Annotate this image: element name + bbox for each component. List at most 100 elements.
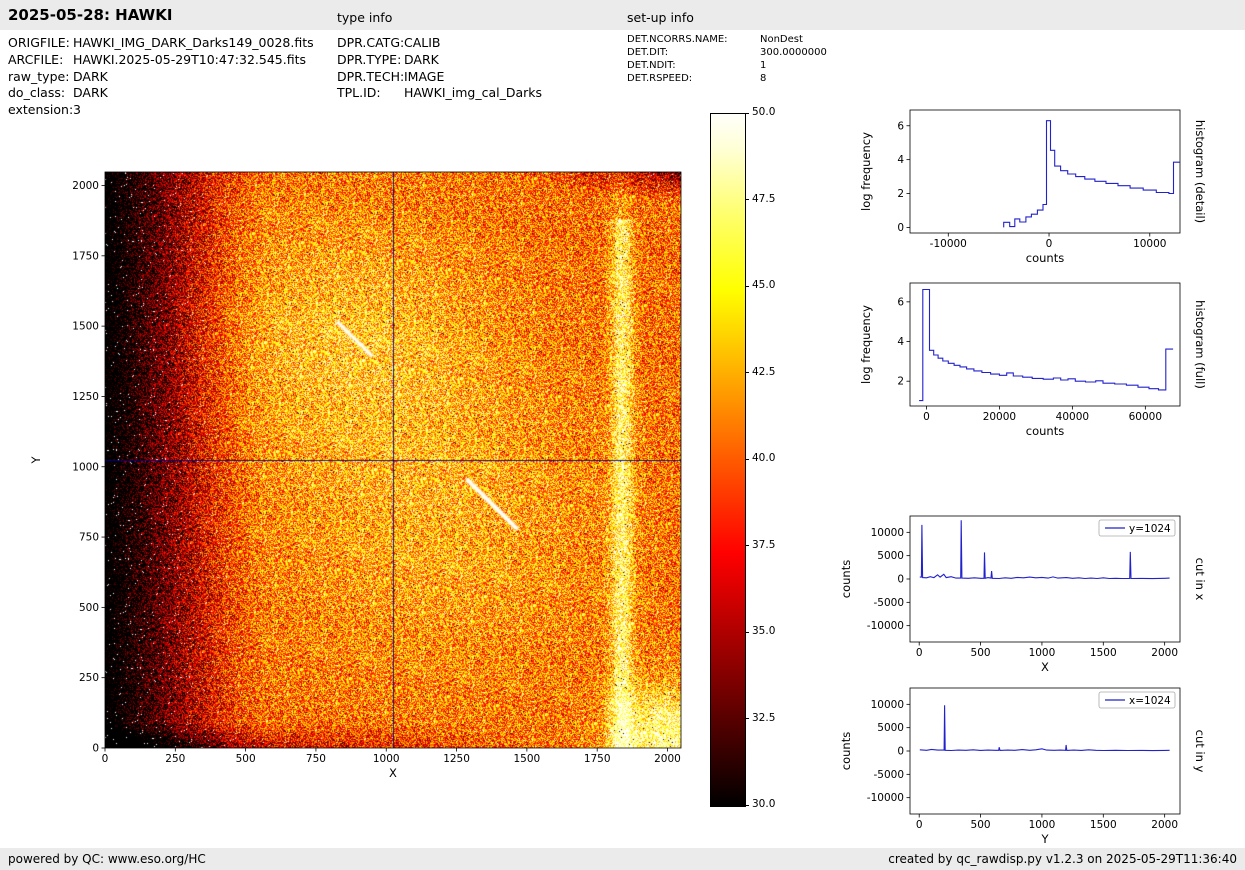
y-tick-label: 500 [79, 602, 99, 614]
colorbar-tick-label: 37.5 [752, 538, 776, 551]
x-tick-label: 1250 [443, 753, 470, 765]
legend-label: x=1024 [1129, 695, 1171, 707]
colorbar-tick [745, 372, 749, 373]
x-axis-label: counts [1026, 424, 1064, 438]
colorbar-tick [745, 199, 749, 200]
info-row: DET.NDIT: 1 [627, 59, 827, 72]
axes-frame [909, 687, 1181, 815]
x-axis-label: X [1041, 660, 1049, 674]
y-tick-label: 5000 [877, 550, 904, 562]
x-tick-label: 10000 [1133, 238, 1166, 250]
x-tick-label: 1000 [1029, 647, 1056, 659]
info-row: DPR.TECH: IMAGE [337, 69, 542, 86]
info-row: DET.DIT: 300.0000000 [627, 46, 827, 59]
colorbar-tick-label: 42.5 [752, 365, 776, 378]
info-value: 8 [760, 73, 767, 84]
y-tick-label: 6 [897, 296, 904, 308]
x-tick-label: 0 [1046, 238, 1053, 250]
colorbar-tick [745, 718, 749, 719]
colorbar-tick-label: 32.5 [752, 711, 776, 724]
colorbar-tick [745, 804, 749, 806]
x-tick-label: -10000 [930, 238, 967, 250]
info-row: do_class: DARK [8, 85, 314, 102]
info-value: CALIB [404, 35, 441, 50]
right-axis-label: histogram (full) [1193, 300, 1207, 389]
data-line [919, 288, 1174, 402]
cut-in-x-plot: 0 500 1000 1500 2000 -10000 -5000 0 5000 10000 Xco… [839, 515, 1207, 674]
y-tick-label: 1250 [72, 391, 99, 403]
info-label: DPR.CATG: [337, 35, 405, 50]
y-tick-label: 5000 [877, 722, 904, 734]
info-value: NonDest [760, 34, 803, 45]
y-tick-label: 10000 [871, 699, 904, 711]
x-tick-label: 2000 [654, 753, 681, 765]
x-axis-label: X [389, 766, 397, 780]
header-bar: 2025-05-28: HAWKI type info set-up info [0, 0, 1245, 30]
info-label: do_class: [8, 85, 66, 101]
right-axis-label: histogram (detail) [1193, 120, 1207, 223]
info-row: DPR.TYPE: DARK [337, 52, 542, 69]
info-value: DARK [73, 85, 108, 101]
x-tick-label: 750 [306, 753, 326, 765]
x-tick-label: 0 [916, 647, 923, 659]
x-axis-label: Y [1040, 832, 1049, 846]
info-value: 1 [760, 60, 767, 71]
dark-frame-image [105, 172, 681, 748]
info-label: extension: [8, 102, 74, 118]
x-tick-label: 1000 [1029, 819, 1056, 831]
info-label: DET.DIT: [627, 47, 669, 58]
legend-box [1098, 691, 1176, 709]
x-tick-label: 1750 [584, 753, 611, 765]
axes-frame [909, 282, 1181, 407]
info-label: raw_type: [8, 68, 70, 84]
y-tick-label: -10000 [867, 792, 904, 804]
info-value: HAWKI.2025-05-29T10:47:32.545.fits [73, 51, 306, 67]
info-label: DPR.TECH: [337, 68, 405, 84]
y-tick-label: 750 [79, 532, 99, 544]
y-tick-label: -5000 [873, 597, 904, 609]
y-tick-label: 0 [897, 222, 904, 234]
info-value: IMAGE [404, 68, 445, 84]
histogram-full-plot: 0 20000 40000 60000 2 4 6 counts log frequency hi… [859, 282, 1207, 438]
x-tick-label: 60000 [1129, 411, 1162, 423]
colorbar-tick-label: 40.0 [752, 452, 776, 464]
info-label: TPL.ID: [337, 85, 381, 101]
page-title: 2025-05-28: HAWKI [8, 6, 173, 24]
info-value: DARK [404, 51, 439, 67]
setup-info-heading: set-up info [627, 10, 694, 25]
info-row: DET.RSPEED: 8 [627, 72, 827, 85]
y-tick-label: 1750 [72, 250, 99, 262]
y-tick-label: 2 [897, 376, 904, 388]
colorbar-tick [745, 545, 749, 546]
file-info-column: ORIGFILE: HAWKI_IMG_DARK_Darks149_0028.fi… [8, 35, 314, 119]
info-label: DPR.TYPE: [337, 51, 402, 67]
info-row: TPL.ID: HAWKI_img_cal_Darks [337, 85, 542, 102]
x-tick-label: 40000 [1056, 411, 1089, 423]
y-tick-label: 250 [79, 672, 99, 684]
colorbar-tick [745, 285, 749, 287]
y-tick-label: 0 [92, 743, 99, 755]
footer-bar: powered by QC: www.eso.org/HC created by… [0, 848, 1245, 870]
y-axis-label: counts [839, 732, 853, 770]
legend-label: y=1024 [1129, 523, 1171, 535]
info-value: 300.0000000 [760, 47, 827, 58]
y-axis-label: log frequency [859, 132, 873, 211]
data-line [919, 520, 1170, 580]
info-value: HAWKI_img_cal_Darks [404, 85, 543, 101]
type-info-heading: type info [337, 10, 393, 25]
x-tick-label: 1500 [1090, 819, 1117, 831]
info-label: ORIGFILE: [8, 35, 70, 50]
x-tick-label: 0 [102, 753, 109, 765]
footer-right-text: created by qc_rawdisp.py v1.2.3 on 2025-… [888, 852, 1237, 866]
info-row: ARCFILE: HAWKI.2025-05-29T10:47:32.545.fi… [8, 52, 314, 69]
y-tick-label: 4 [897, 154, 904, 166]
axes-frame [909, 109, 1181, 234]
x-tick-label: 250 [165, 753, 185, 765]
y-tick-label: 4 [897, 336, 904, 348]
x-tick-label: 1500 [514, 753, 541, 765]
x-tick-label: 500 [236, 753, 256, 765]
x-tick-label: 20000 [983, 411, 1016, 423]
colorbar-tick [745, 458, 749, 460]
histogram-detail-plot: -10000 0 10000 0 2 4 6 counts log frequency histo… [859, 109, 1207, 265]
